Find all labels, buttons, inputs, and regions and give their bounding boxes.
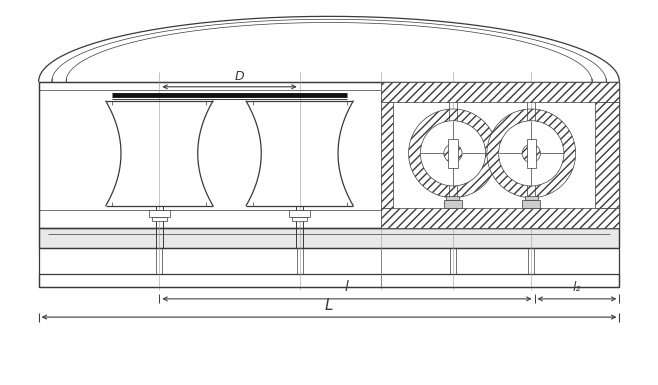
- Bar: [39, 82, 619, 228]
- Bar: [149, 210, 170, 217]
- Circle shape: [487, 109, 576, 198]
- Bar: [381, 208, 619, 228]
- Circle shape: [499, 121, 564, 186]
- Bar: [448, 139, 457, 168]
- Bar: [290, 210, 310, 217]
- Text: L: L: [325, 298, 333, 313]
- Circle shape: [522, 144, 540, 162]
- Bar: [446, 196, 459, 200]
- Circle shape: [487, 109, 576, 198]
- Bar: [444, 200, 462, 208]
- Text: D: D: [234, 70, 244, 83]
- Bar: [152, 217, 166, 221]
- Text: l: l: [345, 280, 349, 294]
- Bar: [39, 228, 619, 248]
- Bar: [522, 200, 540, 208]
- Bar: [292, 217, 307, 221]
- Text: l₂: l₂: [572, 281, 581, 294]
- Bar: [595, 102, 619, 208]
- Circle shape: [444, 144, 462, 162]
- Circle shape: [409, 109, 497, 198]
- Bar: [381, 102, 393, 208]
- Bar: [39, 274, 619, 287]
- Bar: [524, 196, 538, 200]
- Circle shape: [409, 109, 497, 198]
- Bar: [381, 82, 619, 102]
- Bar: [526, 139, 536, 168]
- Circle shape: [420, 121, 486, 186]
